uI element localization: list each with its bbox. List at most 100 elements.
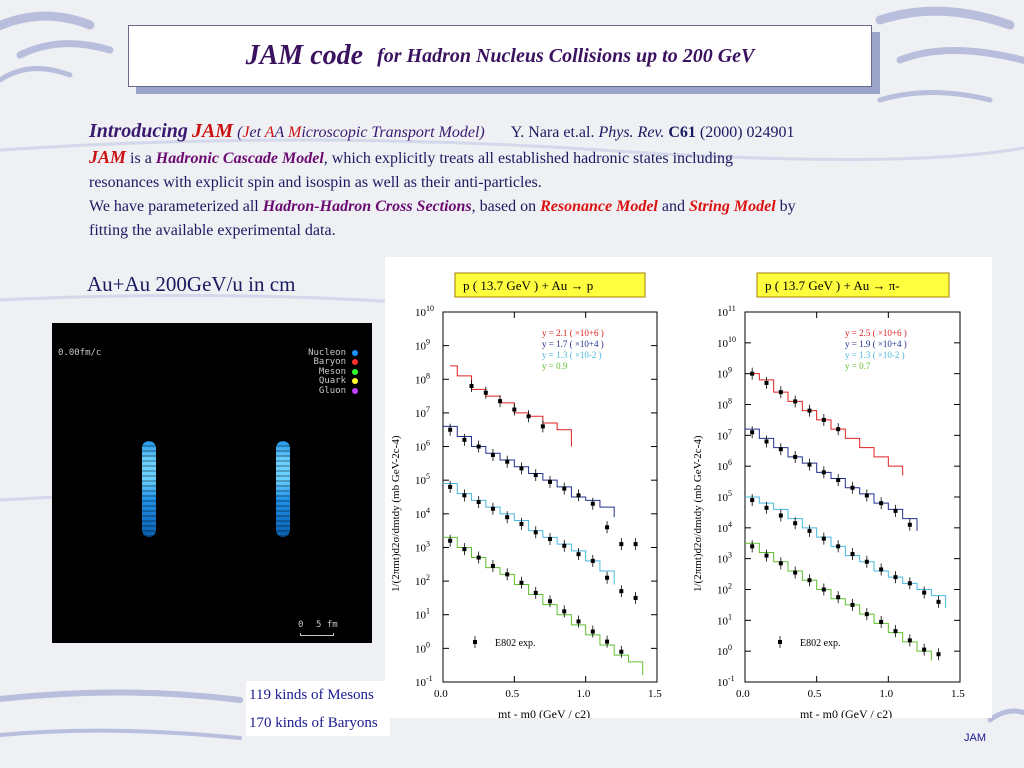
nucleon-dot-icon <box>352 350 358 356</box>
legend-marker <box>778 640 782 644</box>
x-tick-label: 0.0 <box>736 688 750 700</box>
mesons-count: 119 kinds of Mesons <box>249 687 374 703</box>
baryon-dot-icon <box>352 359 358 365</box>
exp-point <box>476 500 481 505</box>
exp-point <box>590 629 595 634</box>
exp-point <box>807 578 812 583</box>
exp-point <box>879 501 884 506</box>
exp-point <box>519 466 524 471</box>
y-tick-label: 106 <box>717 458 732 473</box>
exp-point <box>850 552 855 557</box>
nucleus-right <box>276 441 290 537</box>
exp-point <box>512 407 517 412</box>
scale-five: 5 fm <box>316 620 338 630</box>
exp-point <box>893 629 898 634</box>
legend-label: E802 exp. <box>495 638 536 649</box>
series-line <box>745 496 947 608</box>
exp-point <box>836 544 841 549</box>
series-line <box>443 536 644 676</box>
exp-point <box>764 380 769 385</box>
exp-point <box>907 638 912 643</box>
exp-point <box>605 525 610 530</box>
exp-point <box>548 537 552 542</box>
exp-point <box>633 595 638 600</box>
y-tick-label: 105 <box>415 472 430 487</box>
y-tick-label: 103 <box>717 551 732 566</box>
x-axis-label: mt - m0 (GeV / c2) <box>498 707 590 718</box>
legend-marker <box>473 640 477 644</box>
chart-title-box <box>756 272 950 298</box>
exp-point <box>836 595 841 600</box>
intro-line-3: resonances with explicit spin and isospi… <box>89 174 542 191</box>
exp-point <box>590 558 595 563</box>
y-tick-label: 104 <box>415 506 430 521</box>
x-tick-label: 0.0 <box>434 688 448 700</box>
exp-point <box>498 399 503 404</box>
scale-bar <box>300 633 334 636</box>
y-tick-label: 1010 <box>717 335 736 350</box>
exp-point <box>605 575 610 580</box>
footer-label: JAM <box>964 732 986 744</box>
exp-point <box>490 506 495 511</box>
exp-point <box>533 530 538 535</box>
y-tick-label: 107 <box>415 405 430 420</box>
intro-line-4: We have parameterized all Hadron-Hadron … <box>89 198 796 215</box>
y-tick-label: 100 <box>415 640 430 655</box>
exp-point <box>562 543 567 548</box>
exp-point <box>778 447 783 452</box>
exp-point <box>793 399 798 404</box>
exp-point <box>864 493 869 498</box>
sim-legend-nucleon: Nucleon <box>308 348 358 358</box>
intro-jam: JAM <box>191 120 234 142</box>
exp-point <box>448 427 453 432</box>
exp-point <box>893 575 898 580</box>
scale-zero: 0 <box>298 620 304 630</box>
exp-point <box>778 513 783 518</box>
exp-point <box>633 542 638 547</box>
exp-point <box>540 424 545 429</box>
exp-point <box>793 570 798 575</box>
series-label: y = 1.9 ( ×10+4 ) <box>845 339 907 349</box>
y-tick-label: 109 <box>717 366 732 381</box>
exp-point <box>462 493 467 498</box>
exp-point <box>519 580 524 585</box>
exp-point <box>533 473 538 478</box>
y-tick-label: 106 <box>415 439 430 454</box>
exp-point <box>778 390 783 395</box>
series-line <box>443 483 615 585</box>
chart-panel: p ( 13.7 GeV ) + Au → p 10-1 100 101 102 103 1… <box>385 257 992 718</box>
charts-svg: p ( 13.7 GeV ) + Au → p 10-1 100 101 102 103 1… <box>390 272 965 718</box>
exp-point <box>505 572 510 577</box>
exp-point <box>548 599 552 604</box>
intro-text: Introducing JAM (Jet AA Microscopic Tran… <box>89 119 989 243</box>
y-tick-label: 102 <box>415 573 430 588</box>
exp-point <box>490 563 495 568</box>
exp-point <box>576 493 581 498</box>
exp-point <box>936 652 941 657</box>
exp-point <box>922 647 927 652</box>
exp-point <box>907 581 912 586</box>
exp-point <box>807 528 812 533</box>
exp-point <box>619 542 624 547</box>
exp-point <box>448 538 453 543</box>
exp-point <box>750 430 755 435</box>
exp-point <box>907 522 912 527</box>
exp-point <box>619 589 624 594</box>
exp-point <box>864 559 869 564</box>
exp-point <box>850 485 855 490</box>
intro-expansion: (Jet AA Microscopic Transport Model) <box>237 124 485 141</box>
exp-point <box>562 609 567 614</box>
sim-legend-gluon: Gluon <box>319 386 358 396</box>
exp-point <box>462 437 467 442</box>
series-label: y = 2.5 ( ×10+6 ) <box>845 328 907 338</box>
x-tick-label: 0.5 <box>505 688 519 700</box>
y-tick-label: 10-1 <box>717 674 735 689</box>
y-axis-label: 1/(2πmt)d2σ/dmtdy (mb GeV-2c-4) <box>692 435 704 592</box>
y-tick-label: 104 <box>717 520 732 535</box>
sim-legend-quark: Quark <box>319 376 358 386</box>
exp-point <box>864 612 869 617</box>
exp-point <box>821 417 826 422</box>
legend-label: E802 exp. <box>800 638 841 649</box>
exp-point <box>483 390 488 395</box>
nucleus-left <box>142 441 156 537</box>
